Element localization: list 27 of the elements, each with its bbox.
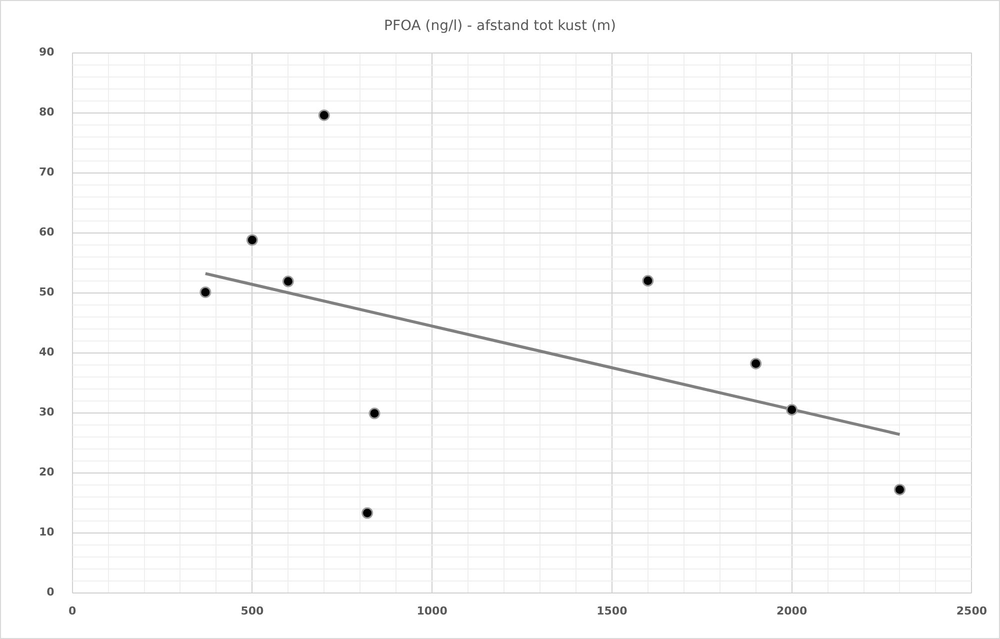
point xyxy=(368,408,380,420)
chart-title: PFOA (ng/l) - afstand tot kust (m) xyxy=(384,18,616,34)
point xyxy=(246,234,258,246)
point xyxy=(750,358,762,370)
point xyxy=(362,507,374,519)
point xyxy=(642,275,654,287)
y-tick-label: 40 xyxy=(38,346,55,359)
x-tick-label: 500 xyxy=(240,604,264,618)
point xyxy=(318,109,330,121)
point xyxy=(786,404,798,416)
y-tick-label: 50 xyxy=(38,286,55,299)
point xyxy=(200,286,212,298)
y-tick-label: 30 xyxy=(38,406,55,419)
x-tick-label: 1000 xyxy=(416,604,448,618)
y-tick-label: 80 xyxy=(38,106,55,119)
y-tick-label: 20 xyxy=(38,466,55,479)
x-tick-label: 2500 xyxy=(956,604,988,618)
y-tick-label: 60 xyxy=(38,226,55,239)
x-tick-label: 1500 xyxy=(596,604,628,618)
point xyxy=(282,276,294,288)
point xyxy=(894,484,906,496)
x-tick-label: 2000 xyxy=(776,604,808,618)
y-tick-label: 10 xyxy=(38,526,55,539)
y-tick-label: 0 xyxy=(46,586,55,599)
y-tick-label: 70 xyxy=(38,166,55,179)
y-tick-label: 90 xyxy=(38,46,55,59)
x-tick-label: 0 xyxy=(68,604,76,618)
